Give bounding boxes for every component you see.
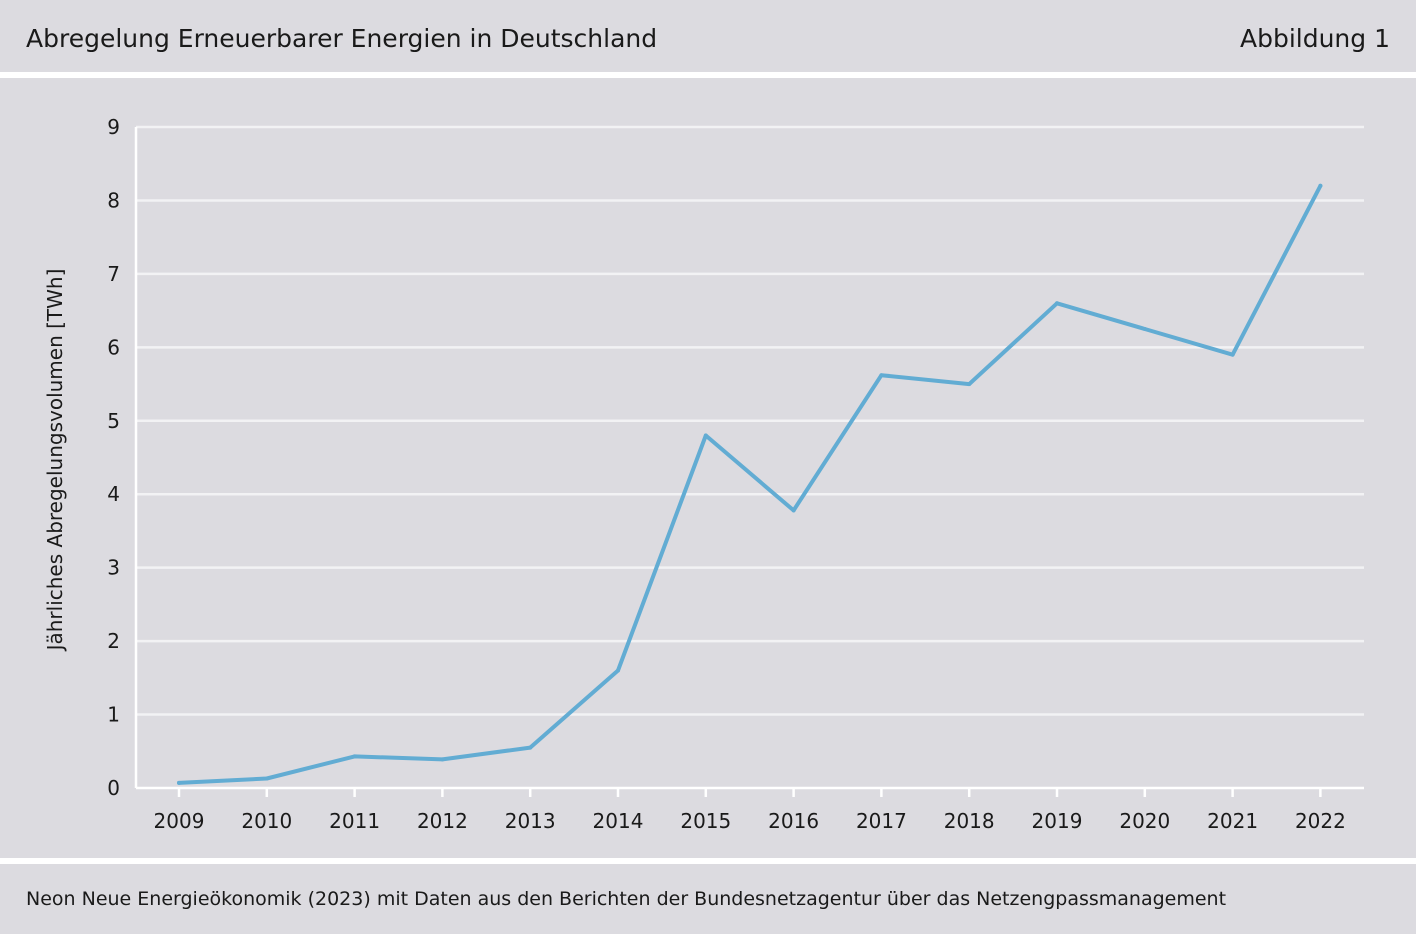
data-point bbox=[352, 754, 357, 759]
figure-number: Abbildung 1 bbox=[1239, 24, 1390, 53]
data-point bbox=[879, 373, 884, 378]
series-line bbox=[177, 183, 1323, 785]
data-point bbox=[967, 382, 972, 387]
y-tick-label: 5 bbox=[107, 409, 120, 433]
data-point bbox=[528, 745, 533, 750]
x-tick-label: 2015 bbox=[680, 809, 731, 833]
x-tick-label: 2013 bbox=[505, 809, 556, 833]
figure-header: Abregelung Erneuerbarer Energien in Deut… bbox=[0, 0, 1416, 72]
figure-title: Abregelung Erneuerbarer Energien in Deut… bbox=[26, 24, 658, 53]
y-axis-ticks: 0 1 2 3 4 5 6 7 8 9 bbox=[107, 115, 120, 800]
x-tick-label: 2020 bbox=[1119, 809, 1170, 833]
axes bbox=[134, 127, 1364, 790]
y-tick-label: 2 bbox=[107, 629, 120, 653]
y-tick-label: 7 bbox=[107, 262, 120, 286]
data-point bbox=[440, 757, 445, 762]
data-point bbox=[616, 668, 620, 673]
x-axis-ticks: 2009 2010 2011 2012 2013 2014 2015 2016 2017 2018… bbox=[154, 788, 1346, 833]
gridlines bbox=[136, 125, 1364, 716]
x-tick-label: 2011 bbox=[329, 809, 380, 833]
x-tick-label: 2021 bbox=[1207, 809, 1258, 833]
data-point bbox=[791, 508, 796, 513]
x-tick-label: 2012 bbox=[417, 809, 468, 833]
x-tick-label: 2017 bbox=[856, 809, 907, 833]
y-axis-title: Jährliches Abregelungsvolumen [TWh] bbox=[43, 269, 67, 653]
y-tick-label: 1 bbox=[107, 703, 120, 727]
figure-footer: Neon Neue Energieökonomik (2023) mit Dat… bbox=[0, 864, 1416, 934]
y-tick-label: 6 bbox=[107, 335, 120, 359]
x-tick-label: 2014 bbox=[593, 809, 644, 833]
x-tick-label: 2010 bbox=[241, 809, 292, 833]
data-point bbox=[1318, 183, 1323, 188]
source-note: Neon Neue Energieökonomik (2023) mit Dat… bbox=[26, 888, 1227, 910]
y-tick-label: 8 bbox=[107, 188, 120, 212]
data-point bbox=[703, 433, 708, 438]
y-tick-label: 3 bbox=[107, 556, 120, 580]
data-series bbox=[177, 183, 1323, 785]
x-tick-label: 2019 bbox=[1032, 809, 1083, 833]
y-tick-label: 4 bbox=[107, 482, 120, 506]
data-point bbox=[1055, 301, 1059, 306]
data-point bbox=[1142, 326, 1147, 331]
x-tick-label: 2009 bbox=[154, 809, 205, 833]
y-tick-label: 0 bbox=[107, 776, 120, 800]
x-tick-label: 2016 bbox=[768, 809, 819, 833]
data-point bbox=[1230, 352, 1235, 357]
data-point bbox=[264, 776, 269, 781]
y-tick-label: 9 bbox=[107, 115, 120, 139]
x-tick-label: 2022 bbox=[1295, 809, 1346, 833]
x-tick-label: 2018 bbox=[944, 809, 995, 833]
data-point bbox=[177, 780, 181, 785]
